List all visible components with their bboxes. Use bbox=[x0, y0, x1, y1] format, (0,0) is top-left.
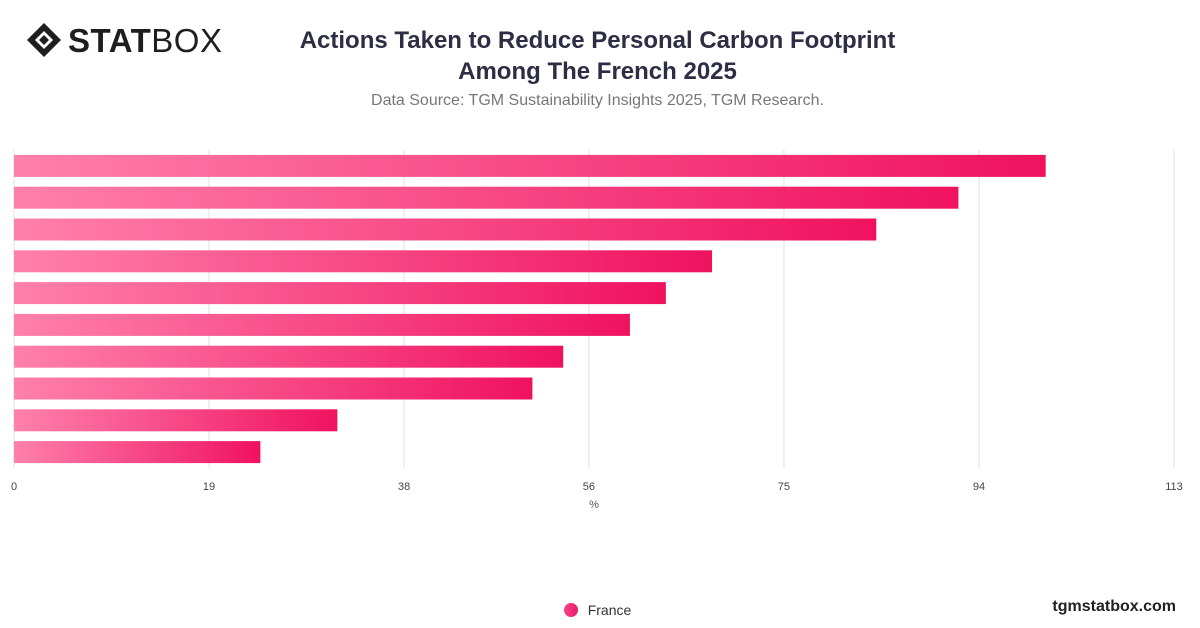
logo-text-light: BOX bbox=[151, 21, 223, 59]
x-tick-label: 0 bbox=[11, 481, 17, 493]
legend[interactable]: France bbox=[0, 602, 1195, 618]
x-tick-label: 38 bbox=[398, 481, 410, 493]
bar-8[interactable] bbox=[14, 377, 533, 400]
logo-text-bold: STAT bbox=[68, 21, 152, 59]
x-axis-title: % bbox=[589, 499, 599, 511]
chart-title-line1: Actions Taken to Reduce Personal Carbon … bbox=[299, 27, 896, 54]
bar-7[interactable] bbox=[14, 345, 564, 368]
chart-title: Actions Taken to Reduce Personal Carbon … bbox=[0, 25, 1195, 87]
bar-6[interactable] bbox=[14, 313, 630, 336]
bar-chart: 0 19 38 56 75 94 113% bbox=[11, 150, 1183, 511]
bar-2[interactable] bbox=[14, 186, 959, 209]
x-tick-label: 19 bbox=[203, 481, 215, 493]
watermark: tgmstatbox.com bbox=[1052, 598, 1176, 615]
x-tick-label: 94 bbox=[973, 481, 985, 493]
bar-10[interactable] bbox=[14, 441, 261, 464]
x-tick-label: 75 bbox=[778, 481, 790, 493]
statbox-logo: STATBOX bbox=[26, 22, 222, 58]
bar-5[interactable] bbox=[14, 282, 666, 305]
diamond-logo-icon bbox=[27, 23, 61, 57]
logo-text: STATBOX bbox=[68, 24, 222, 57]
x-tick-label: 113 bbox=[1165, 481, 1183, 493]
bar-4[interactable] bbox=[14, 250, 713, 273]
bar-9[interactable] bbox=[14, 409, 338, 432]
chart-title-line2: Among The French 2025 bbox=[458, 58, 737, 85]
x-tick-label: 56 bbox=[583, 481, 595, 493]
chart-subtitle: Data Source: TGM Sustainability Insights… bbox=[371, 92, 824, 109]
legend-label-france[interactable]: France bbox=[587, 602, 632, 618]
bar-1[interactable] bbox=[14, 154, 1046, 177]
bar-3[interactable] bbox=[14, 218, 877, 241]
legend-marker-france[interactable] bbox=[563, 603, 578, 617]
